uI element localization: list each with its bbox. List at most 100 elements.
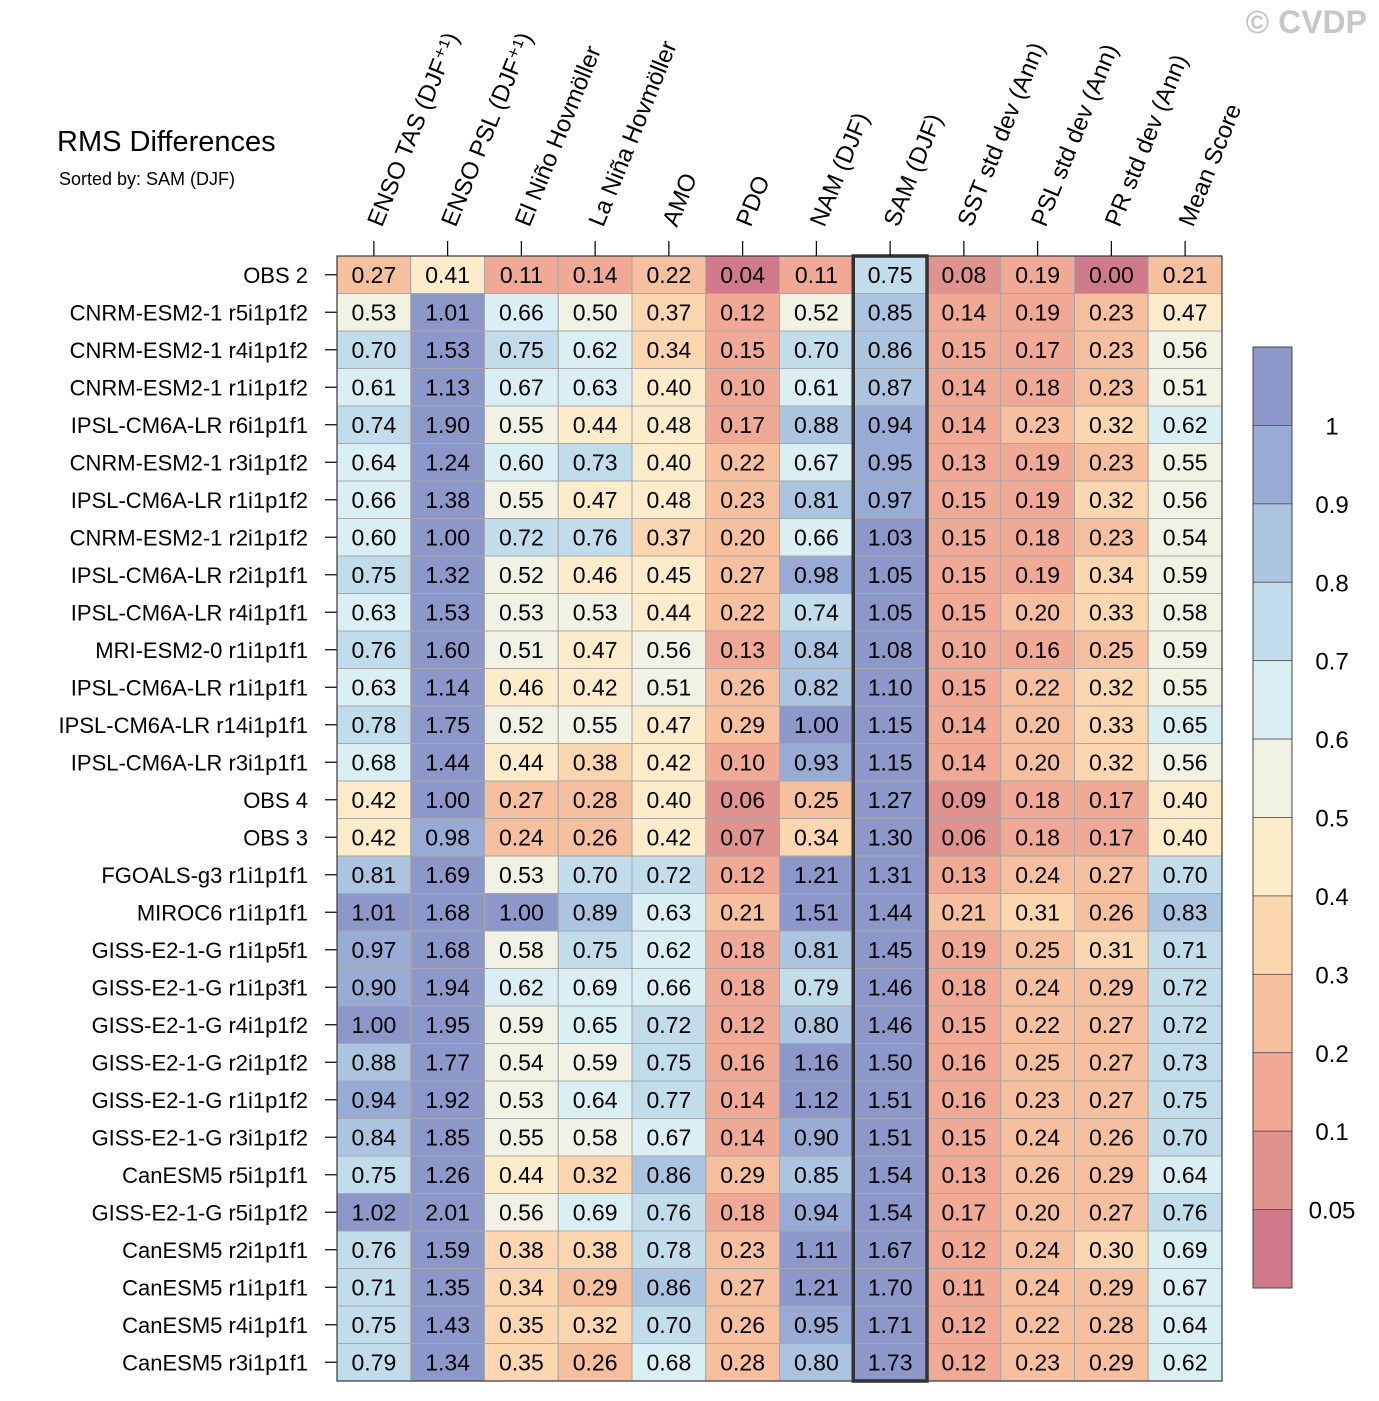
cell-value-label: 0.17 (941, 1199, 986, 1225)
cell-value-label: 0.84 (351, 1124, 396, 1150)
heatmap-cell (557, 293, 633, 332)
cell-value-label: 0.64 (573, 1087, 618, 1113)
cell-value-label: 0.12 (720, 299, 765, 325)
cell-value-label: 0.17 (1089, 824, 1134, 850)
heatmap-cell (852, 1230, 928, 1269)
cell-value-label: 0.26 (573, 1349, 618, 1375)
heatmap-cell (631, 480, 707, 519)
cell-value-label: 0.20 (1015, 1199, 1060, 1225)
cell-value-label: 0.25 (1015, 1049, 1060, 1075)
cell-value-label: 0.48 (646, 412, 691, 438)
heatmap-cell (410, 1118, 485, 1157)
cell-value-label: 0.46 (499, 674, 544, 700)
row-label: IPSL-CM6A-LR r1i1p1f2 (71, 488, 308, 513)
cell-value-label: 0.53 (499, 862, 544, 888)
heatmap-cell (852, 743, 928, 782)
cell-value-label: 0.90 (351, 974, 396, 1000)
cell-value-label: 0.23 (720, 1237, 765, 1263)
cell-value-label: 0.75 (868, 262, 913, 288)
cell-value-label: 0.24 (1015, 862, 1060, 888)
cell-value-label: 0.40 (646, 787, 691, 813)
cell-value-label: 0.64 (1163, 1312, 1208, 1338)
row-label: CNRM-ESM2-1 r3i1p1f2 (70, 450, 308, 475)
cell-value-label: 0.51 (499, 637, 544, 663)
cell-value-label: 0.04 (720, 262, 765, 288)
heatmap-cell (1147, 893, 1223, 932)
heatmap-cell (926, 1230, 1002, 1269)
cell-value-label: 0.29 (720, 712, 765, 738)
heatmap-cell (926, 1268, 1002, 1307)
row-label: GISS-E2-1-G r1i1p5f1 (92, 938, 308, 963)
heatmap-cell (484, 743, 559, 782)
row-label: CanESM5 r4i1p1f1 (122, 1313, 308, 1338)
cell-value-label: 0.15 (941, 1124, 986, 1150)
heatmap-cell (1000, 930, 1075, 969)
cell-value-label: 0.70 (573, 862, 618, 888)
cell-value-label: 1.95 (425, 1012, 470, 1038)
row-label: IPSL-CM6A-LR r3i1p1f1 (71, 750, 308, 775)
row-label: CanESM5 r2i1p1f1 (122, 1238, 308, 1263)
cell-value-label: 0.78 (351, 712, 396, 738)
cell-value-label: 0.44 (499, 1162, 544, 1188)
heatmap-cell (336, 1193, 412, 1232)
cell-value-label: 0.42 (646, 824, 691, 850)
heatmap-cell (410, 1005, 485, 1044)
heatmap-cell (1000, 1080, 1075, 1119)
heatmap-cell (1147, 855, 1223, 894)
heatmap-cell (1000, 743, 1075, 782)
heatmap-cell (1147, 443, 1223, 482)
cell-value-label: 0.26 (720, 1312, 765, 1338)
heatmap-cell (1147, 1343, 1223, 1382)
heatmap-cell (1074, 330, 1149, 369)
cell-value-label: 0.55 (573, 712, 618, 738)
cell-value-label: 1.44 (868, 899, 913, 925)
cell-value-label: 0.63 (573, 374, 618, 400)
row-label: CNRM-ESM2-1 r2i1p1f2 (70, 525, 308, 550)
cell-value-label: 0.63 (351, 674, 396, 700)
cell-value-label: 1.21 (794, 1274, 839, 1300)
cell-value-label: 0.32 (573, 1162, 618, 1188)
heatmap-cell (1000, 405, 1075, 444)
heatmap-cell (410, 480, 485, 519)
heatmap-cell (926, 930, 1002, 969)
cell-value-label: 0.22 (1015, 674, 1060, 700)
heatmap-cell (852, 555, 928, 594)
heatmap-cell (484, 593, 559, 632)
heatmap-cell (779, 1043, 854, 1082)
heatmap-cell (705, 630, 780, 669)
cell-value-label: 0.70 (646, 1312, 691, 1338)
colorbar-tick-label: 0.6 (1315, 727, 1348, 754)
heatmap-cell (557, 855, 633, 894)
heatmap-cell (484, 1118, 559, 1157)
cell-value-label: 0.29 (720, 1162, 765, 1188)
heatmap-cell (484, 368, 559, 407)
row-label: OBS 4 (243, 788, 308, 813)
colorbar-segment (1252, 503, 1293, 583)
cell-value-label: 1.24 (425, 449, 470, 475)
heatmap-cell (1074, 593, 1149, 632)
cell-value-label: 0.22 (1015, 1012, 1060, 1038)
cell-value-label: 1.70 (868, 1274, 913, 1300)
row-label: GISS-E2-1-G r4i1p1f2 (92, 1013, 308, 1038)
heatmap-cell (1000, 1155, 1075, 1194)
colorbar-segment (1252, 738, 1293, 818)
heatmap-cell (1000, 818, 1075, 857)
cell-value-label: 0.76 (646, 1199, 691, 1225)
cell-value-label: 0.26 (720, 674, 765, 700)
heatmap-cell (631, 1305, 707, 1344)
cell-value-label: 0.65 (1163, 712, 1208, 738)
row-label: FGOALS-g3 r1i1p1f1 (101, 863, 308, 888)
heatmap-cell (410, 1268, 485, 1307)
heatmap-cell (1147, 330, 1223, 369)
heatmap-cell (410, 1155, 485, 1194)
heatmap-cell (557, 368, 633, 407)
cell-value-label: 0.19 (1015, 449, 1060, 475)
cell-value-label: 0.22 (720, 599, 765, 625)
colorbar-segment (1252, 1052, 1293, 1132)
cell-value-label: 0.86 (868, 337, 913, 363)
cell-value-label: 0.31 (1015, 899, 1060, 925)
cell-value-label: 0.75 (351, 1162, 396, 1188)
cell-value-label: 0.13 (941, 449, 986, 475)
column-label: Mean Score (1174, 100, 1248, 230)
heatmap-cell (1147, 1268, 1223, 1307)
